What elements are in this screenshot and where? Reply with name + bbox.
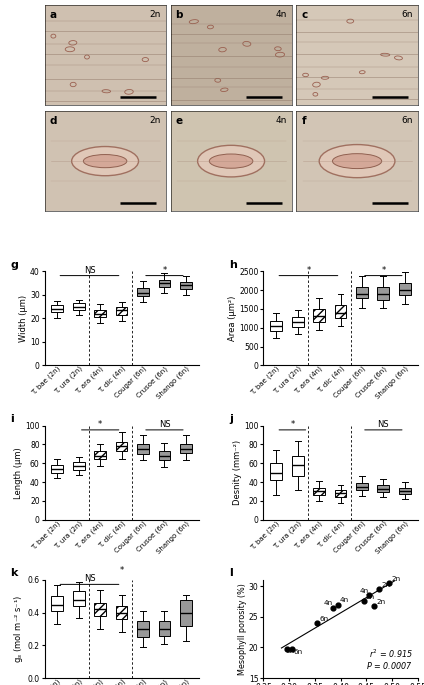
Text: 2n: 2n [381,582,390,588]
Point [335,599,341,610]
Text: 4n: 4n [340,597,349,603]
Text: NS: NS [377,420,389,429]
Text: 4n: 4n [276,116,287,125]
PathPatch shape [116,307,128,315]
PathPatch shape [356,287,368,299]
PathPatch shape [292,456,304,476]
Text: *: * [381,266,385,275]
Ellipse shape [319,145,395,177]
Text: NS: NS [159,420,170,429]
Point [329,602,336,613]
PathPatch shape [94,603,106,616]
Text: f: f [301,116,306,126]
Point [371,600,377,611]
Point [360,596,367,607]
PathPatch shape [356,483,368,490]
PathPatch shape [180,282,192,289]
PathPatch shape [271,321,282,331]
Text: g: g [11,260,19,270]
PathPatch shape [159,621,170,636]
PathPatch shape [292,317,304,327]
Text: 2n: 2n [366,594,375,600]
Text: j: j [229,414,234,424]
PathPatch shape [180,599,192,626]
Y-axis label: g$_s$ (mol m⁻² s⁻¹): g$_s$ (mol m⁻² s⁻¹) [12,595,25,663]
Ellipse shape [209,154,253,169]
PathPatch shape [335,490,346,497]
Ellipse shape [84,155,127,168]
Text: *: * [306,266,310,275]
PathPatch shape [116,606,128,619]
Text: 2n: 2n [149,10,161,19]
Text: c: c [301,10,307,21]
PathPatch shape [51,306,63,312]
Ellipse shape [332,153,382,169]
Text: i: i [11,414,14,424]
PathPatch shape [159,451,170,460]
Text: NS: NS [84,266,95,275]
Y-axis label: Width (μm): Width (μm) [19,295,28,342]
PathPatch shape [137,288,149,296]
Y-axis label: Area (μm²): Area (μm²) [228,296,237,341]
Point [314,617,321,628]
Text: d: d [49,116,57,126]
PathPatch shape [73,303,85,310]
Point [283,643,290,654]
Text: 4n: 4n [276,10,287,19]
Text: $P$ = 0.0007: $P$ = 0.0007 [366,660,413,671]
PathPatch shape [73,591,85,606]
PathPatch shape [137,445,149,454]
PathPatch shape [335,306,346,319]
Text: 6n: 6n [285,648,295,654]
PathPatch shape [399,284,411,295]
PathPatch shape [313,488,325,495]
Text: 2n: 2n [391,576,401,582]
Text: 4n: 4n [324,600,333,606]
PathPatch shape [51,597,63,611]
Point [288,644,295,655]
PathPatch shape [94,310,106,317]
Text: 6n: 6n [319,616,329,622]
PathPatch shape [73,462,85,470]
PathPatch shape [399,488,411,495]
Text: 2n: 2n [376,599,385,604]
Text: l: l [229,568,233,578]
PathPatch shape [377,287,389,299]
Y-axis label: Desnity (mm⁻²): Desnity (mm⁻²) [233,440,242,506]
Point [365,590,372,601]
Text: b: b [176,10,183,21]
PathPatch shape [180,445,192,453]
Text: NS: NS [84,575,95,584]
Text: e: e [176,116,182,126]
Point [376,584,382,595]
Text: 6n: 6n [401,116,413,125]
Text: *: * [120,566,124,575]
Text: 6n: 6n [401,10,413,19]
PathPatch shape [51,465,63,473]
Text: h: h [229,260,237,270]
PathPatch shape [313,309,325,322]
Point [386,577,393,588]
Text: *: * [290,420,295,429]
Text: *: * [162,266,167,275]
Ellipse shape [198,145,265,177]
PathPatch shape [377,485,389,493]
PathPatch shape [94,451,106,460]
Text: 4n: 4n [360,588,369,594]
Text: 6n: 6n [294,649,303,655]
Text: $r^2$ = 0.915: $r^2$ = 0.915 [369,648,413,660]
Text: 2n: 2n [149,116,161,125]
PathPatch shape [116,442,128,451]
PathPatch shape [271,463,282,480]
Y-axis label: Length (μm): Length (μm) [14,447,23,499]
Text: k: k [11,568,18,578]
Text: *: * [98,420,102,429]
Ellipse shape [72,147,139,176]
PathPatch shape [137,621,149,637]
Y-axis label: Mesophyll porosity (%): Mesophyll porosity (%) [238,583,248,675]
Text: a: a [49,10,56,21]
PathPatch shape [159,279,170,286]
